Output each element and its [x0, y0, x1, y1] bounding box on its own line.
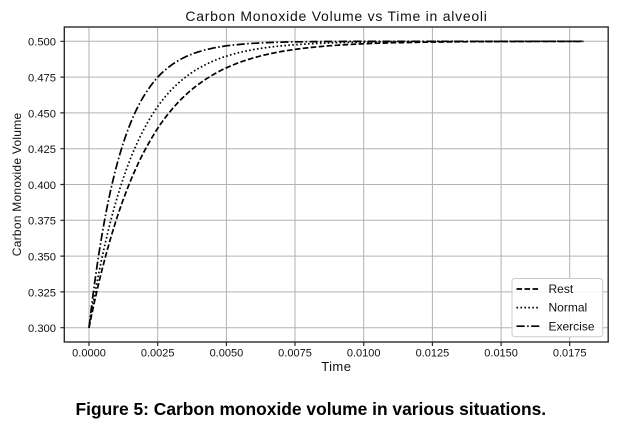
svg-text:Time: Time [321, 359, 351, 374]
svg-text:Normal: Normal [549, 301, 588, 315]
svg-text:Rest: Rest [549, 282, 574, 296]
svg-text:0.300: 0.300 [28, 323, 56, 335]
svg-text:0.450: 0.450 [28, 108, 56, 120]
svg-text:0.500: 0.500 [28, 37, 56, 49]
svg-text:0.0050: 0.0050 [210, 348, 244, 360]
svg-text:0.425: 0.425 [28, 144, 56, 156]
svg-text:Exercise: Exercise [549, 319, 595, 333]
svg-text:Carbon Monoxide Volume vs Time: Carbon Monoxide Volume vs Time in alveol… [185, 8, 487, 24]
svg-text:0.475: 0.475 [28, 73, 56, 85]
svg-text:0.0000: 0.0000 [72, 348, 106, 360]
svg-text:0.375: 0.375 [28, 216, 56, 228]
svg-text:0.0100: 0.0100 [347, 348, 381, 360]
svg-text:0.325: 0.325 [28, 287, 56, 299]
svg-text:0.400: 0.400 [28, 180, 56, 192]
svg-text:0.0025: 0.0025 [141, 348, 175, 360]
svg-text:0.0150: 0.0150 [484, 348, 518, 360]
svg-text:0.0075: 0.0075 [278, 348, 312, 360]
svg-text:Carbon Monoxide Volume: Carbon Monoxide Volume [10, 113, 24, 257]
svg-text:0.0125: 0.0125 [416, 348, 450, 360]
svg-text:0.350: 0.350 [28, 252, 56, 264]
svg-text:Figure 5: Carbon monoxide volu: Figure 5: Carbon monoxide volume in vari… [76, 399, 547, 419]
svg-text:0.0175: 0.0175 [553, 348, 587, 360]
